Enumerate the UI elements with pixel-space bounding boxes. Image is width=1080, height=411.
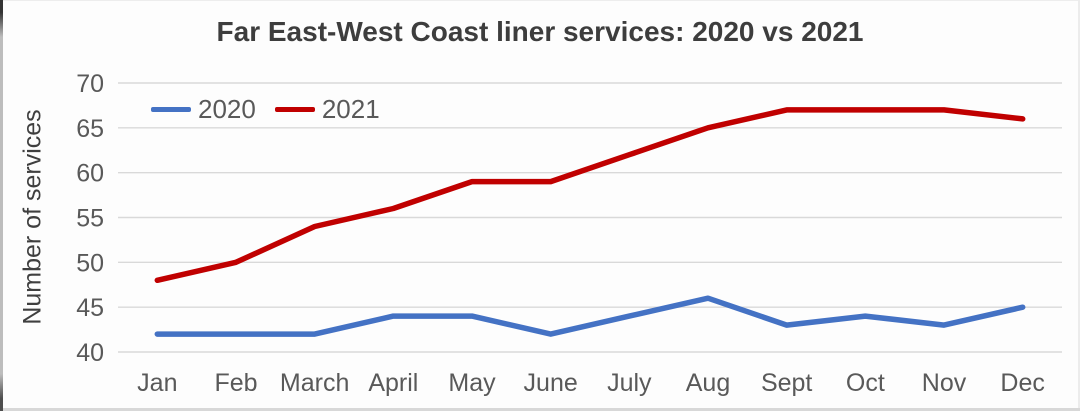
legend-label-2020: 2020	[198, 94, 256, 124]
x-axis-tick-label: Jan	[137, 369, 177, 397]
x-axis-tick-label: Nov	[922, 369, 967, 397]
x-axis-tick-label: Dec	[1000, 369, 1044, 397]
y-axis-tick-label: 55	[76, 205, 104, 233]
x-axis-tick-label: Oct	[846, 369, 885, 397]
chart-title: Far East-West Coast liner services: 2020…	[216, 16, 864, 47]
y-axis-tick-label: 65	[76, 115, 104, 143]
x-axis-tick-label: April	[368, 369, 418, 397]
frame-left-edge	[0, 0, 3, 411]
series-line-2020	[154, 295, 1026, 337]
y-axis-tick-label: 45	[76, 294, 104, 322]
frame-bottom-edge	[0, 408, 1080, 411]
y-axis-tick-label: 50	[76, 249, 104, 277]
x-axis-tick-label: March	[280, 369, 349, 397]
legend: 2020 2021	[151, 95, 380, 123]
x-axis-tick-label: June	[524, 369, 578, 397]
series-line-2021	[154, 107, 1026, 284]
x-axis-tick-label: Sept	[761, 369, 812, 397]
x-axis-tick-label: Aug	[686, 369, 730, 397]
legend-item-2020: 2020	[151, 95, 256, 123]
y-axis-tick-label: 70	[76, 70, 104, 98]
x-axis-tick-label: Feb	[214, 369, 257, 397]
frame-top-edge	[0, 0, 1080, 1]
legend-swatch-2021	[274, 106, 315, 112]
x-axis-tick-label: May	[448, 369, 496, 397]
x-axis-tick-label: July	[607, 369, 652, 397]
legend-swatch-2020	[151, 106, 191, 112]
y-axis-tick-label: 60	[76, 160, 104, 188]
y-axis-tick-label: 40	[76, 339, 104, 367]
frame-right-edge	[1078, 0, 1080, 411]
legend-item-2021: 2021	[274, 94, 380, 124]
legend-label-2021: 2021	[321, 94, 380, 124]
